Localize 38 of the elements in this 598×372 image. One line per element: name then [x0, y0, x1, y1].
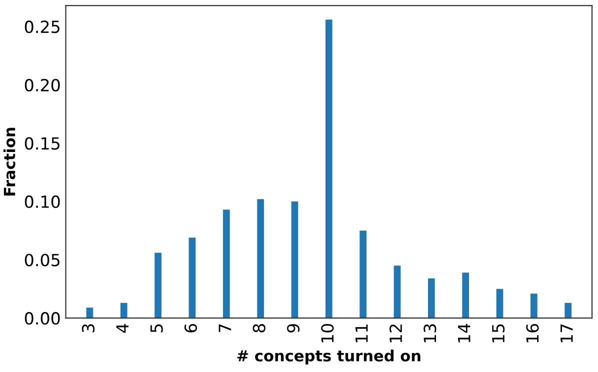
x-tick-label: 10 — [321, 324, 334, 342]
bar — [428, 278, 435, 318]
bar — [222, 210, 230, 318]
bar — [120, 302, 128, 318]
x-tick-label: 11 — [356, 324, 368, 342]
bar — [325, 20, 332, 318]
bar — [394, 266, 401, 318]
bar — [257, 199, 264, 318]
y-axis-title: Fraction — [3, 128, 16, 196]
y-tick-label: 0.00 — [24, 312, 60, 325]
x-tick-label: 6 — [184, 324, 198, 332]
x-tick-label: 3 — [82, 324, 95, 332]
y-tick-label: 0.20 — [24, 78, 60, 92]
x-axis-title: # concepts turned on — [237, 350, 420, 364]
bar — [86, 308, 94, 318]
bar — [564, 302, 572, 318]
y-tick-label: 0.25 — [24, 20, 60, 34]
x-tick-label: 16 — [526, 324, 539, 342]
bar — [188, 238, 196, 318]
x-tick-label: 9 — [286, 324, 300, 332]
x-tick-label: 7 — [218, 324, 231, 332]
bar — [360, 230, 366, 318]
x-tick-label: 14 — [458, 324, 470, 342]
x-tick-label: 13 — [424, 324, 436, 342]
y-tick-label: 0.10 — [24, 195, 60, 208]
bar — [154, 252, 162, 318]
y-tick-label: 0.15 — [24, 137, 60, 150]
x-tick-label: 4 — [116, 324, 128, 333]
bar — [496, 288, 504, 318]
x-tick-label: 5 — [150, 324, 163, 332]
bar — [462, 272, 470, 318]
x-tick-label: 12 — [389, 324, 402, 342]
x-tick-label: 15 — [492, 324, 505, 342]
x-tick-label: 17 — [560, 324, 573, 342]
x-tick-label: 8 — [252, 324, 266, 332]
bar — [291, 201, 298, 318]
y-tick-label: 0.05 — [24, 254, 60, 266]
bar — [530, 294, 538, 318]
